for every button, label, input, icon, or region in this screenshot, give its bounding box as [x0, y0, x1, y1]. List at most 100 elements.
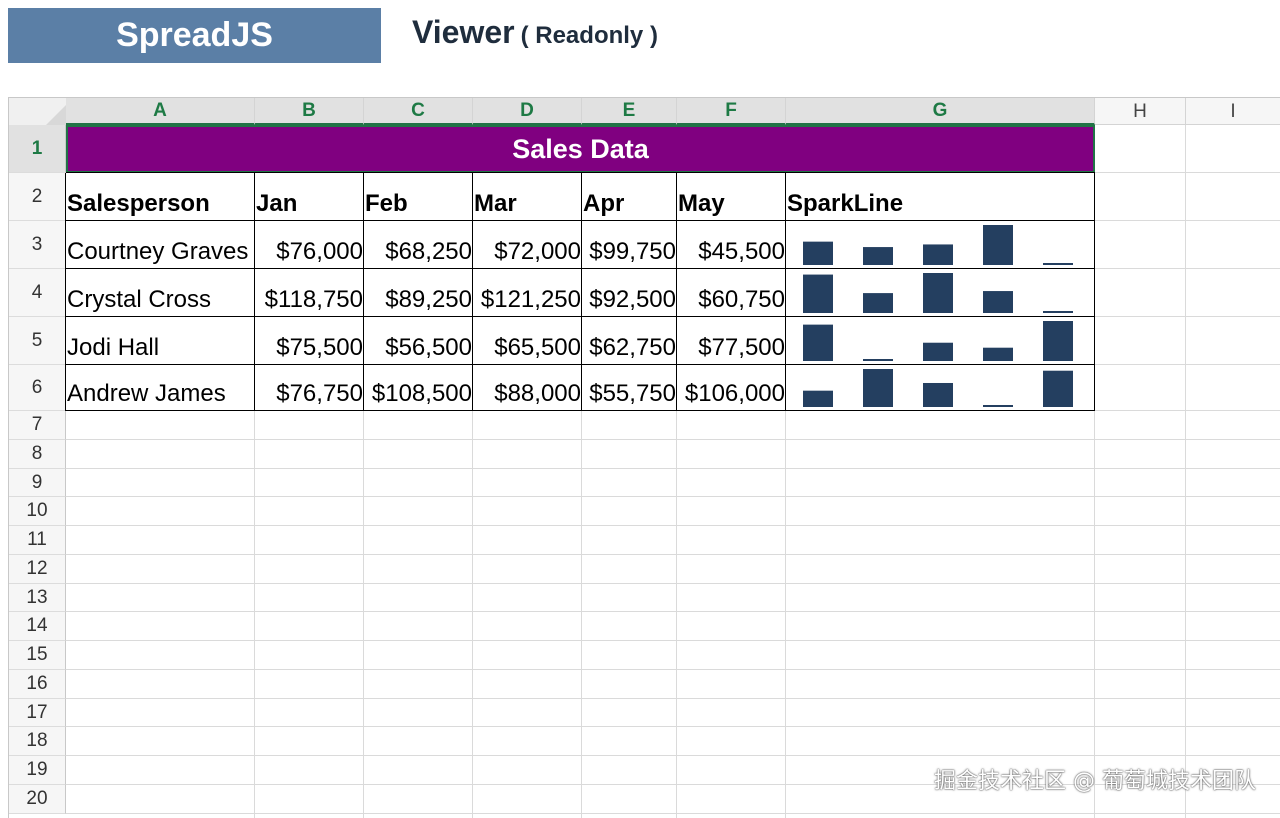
- grid-row-line: [66, 611, 1280, 612]
- sparkline-bar: [1043, 370, 1073, 407]
- row-header-3[interactable]: 3: [9, 221, 66, 269]
- row-header-5[interactable]: 5: [9, 317, 66, 365]
- table-border: [65, 173, 66, 411]
- column-header-d[interactable]: D: [473, 98, 582, 125]
- sparkline-bar: [983, 225, 1013, 265]
- grid-row-line: [66, 554, 1280, 555]
- sales-value-cell[interactable]: $121,250: [480, 286, 581, 313]
- sparkline-chart: [803, 273, 1073, 313]
- sales-value-cell[interactable]: $62,750: [589, 334, 676, 361]
- table-border: [254, 173, 255, 411]
- row-header-14[interactable]: 14: [9, 612, 66, 641]
- table-border: [1094, 173, 1095, 411]
- salesperson-cell[interactable]: Crystal Cross: [67, 286, 212, 313]
- column-header-i[interactable]: I: [1186, 98, 1280, 125]
- grid-column-line: [1094, 125, 1095, 818]
- sparkline-chart: [803, 321, 1073, 361]
- sales-value-cell[interactable]: $56,500: [385, 334, 472, 361]
- grid-row-line: [66, 640, 1280, 641]
- sales-value-cell[interactable]: $55,750: [589, 380, 676, 407]
- viewer-subtitle: ( Readonly ): [520, 22, 658, 49]
- sparkline-bar: [1043, 311, 1073, 313]
- grid-column-line: [363, 125, 364, 818]
- column-header-g[interactable]: G: [786, 98, 1095, 125]
- spreadsheet-grid[interactable]: A B C D E F G H I 1 2 3 4 5 6 7 8 9 10 11 12 13 14 15 16 17 18 19 20…: [8, 97, 1280, 818]
- column-header-f[interactable]: F: [677, 98, 786, 125]
- sparkline-chart: [803, 369, 1073, 407]
- table-border: [363, 173, 364, 411]
- header-cell-may[interactable]: May: [678, 190, 725, 217]
- row-header-13[interactable]: 13: [9, 584, 66, 612]
- grid-row-line: [66, 468, 1280, 469]
- row-header-12[interactable]: 12: [9, 555, 66, 584]
- sales-value-cell[interactable]: $108,500: [371, 380, 472, 407]
- row-header-6[interactable]: 6: [9, 365, 66, 411]
- sales-value-cell[interactable]: $75,500: [276, 334, 363, 361]
- sales-value-cell[interactable]: $88,000: [494, 380, 581, 407]
- sales-value-cell[interactable]: $92,500: [589, 286, 676, 313]
- sparkline-bar: [863, 247, 893, 265]
- sparkline-cell[interactable]: [786, 317, 1095, 365]
- sales-value-cell[interactable]: $65,500: [494, 334, 581, 361]
- sparkline-cell[interactable]: [786, 269, 1095, 317]
- row-header-2[interactable]: 2: [9, 173, 66, 221]
- sparkline-bar: [863, 293, 893, 313]
- row-header-7[interactable]: 7: [9, 411, 66, 440]
- sparkline-cell[interactable]: [786, 221, 1095, 269]
- sparkline-bar: [923, 244, 953, 265]
- row-header-8[interactable]: 8: [9, 440, 66, 469]
- select-all-corner[interactable]: [9, 98, 66, 125]
- sheet-title-cell[interactable]: Sales Data: [66, 125, 1095, 173]
- table-border: [66, 220, 1095, 221]
- row-header-1[interactable]: 1: [9, 125, 66, 173]
- sales-value-cell[interactable]: $106,000: [684, 380, 785, 407]
- header-cell-salesperson[interactable]: Salesperson: [67, 190, 210, 217]
- sales-value-cell[interactable]: $68,250: [385, 238, 472, 265]
- row-header-9[interactable]: 9: [9, 469, 66, 497]
- sales-value-cell[interactable]: $99,750: [589, 238, 676, 265]
- table-border: [581, 173, 582, 411]
- grid-row-line: [66, 583, 1280, 584]
- sales-value-cell[interactable]: $76,000: [276, 238, 363, 265]
- sales-value-cell[interactable]: $60,750: [698, 286, 785, 313]
- sales-value-cell[interactable]: $77,500: [698, 334, 785, 361]
- column-header-e[interactable]: E: [582, 98, 677, 125]
- header-cell-jan[interactable]: Jan: [256, 190, 298, 217]
- row-header-17[interactable]: 17: [9, 699, 66, 727]
- sales-value-cell[interactable]: $45,500: [698, 238, 785, 265]
- table-border: [66, 172, 1095, 173]
- row-header-20[interactable]: 20: [9, 785, 66, 814]
- sparkline-cell[interactable]: [786, 365, 1095, 411]
- row-header-18[interactable]: 18: [9, 727, 66, 756]
- table-border: [676, 173, 677, 411]
- row-header-11[interactable]: 11: [9, 526, 66, 555]
- table-border: [66, 316, 1095, 317]
- sparkline-bar: [803, 274, 833, 313]
- column-header-a[interactable]: A: [66, 98, 255, 125]
- grid-row-line: [66, 698, 1280, 699]
- sales-value-cell[interactable]: $89,250: [385, 286, 472, 313]
- sparkline-bar: [803, 241, 833, 265]
- header-cell-feb[interactable]: Feb: [365, 190, 408, 217]
- grid-row-line: [66, 496, 1280, 497]
- header-cell-apr[interactable]: Apr: [583, 190, 625, 217]
- row-header-19[interactable]: 19: [9, 756, 66, 785]
- grid-row-line: [66, 813, 1280, 814]
- grid-column-line: [676, 125, 677, 818]
- header-cell-mar[interactable]: Mar: [474, 190, 517, 217]
- column-header-b[interactable]: B: [255, 98, 364, 125]
- salesperson-cell[interactable]: Jodi Hall: [67, 334, 160, 361]
- row-header-15[interactable]: 15: [9, 641, 66, 670]
- row-header-16[interactable]: 16: [9, 670, 66, 699]
- row-header-4[interactable]: 4: [9, 269, 66, 317]
- column-header-c[interactable]: C: [364, 98, 473, 125]
- header-cell-sparkline[interactable]: SparkLine: [787, 190, 904, 217]
- sales-value-cell[interactable]: $76,750: [276, 380, 363, 407]
- row-header-10[interactable]: 10: [9, 497, 66, 526]
- salesperson-cell[interactable]: Andrew James: [67, 380, 226, 407]
- column-header-h[interactable]: H: [1095, 98, 1186, 125]
- sales-value-cell[interactable]: $118,750: [264, 286, 363, 313]
- watermark: 掘金技术社区 @ 葡萄城技术团队: [934, 769, 1256, 794]
- sales-value-cell[interactable]: $72,000: [494, 238, 581, 265]
- salesperson-cell[interactable]: Courtney Graves: [67, 238, 249, 265]
